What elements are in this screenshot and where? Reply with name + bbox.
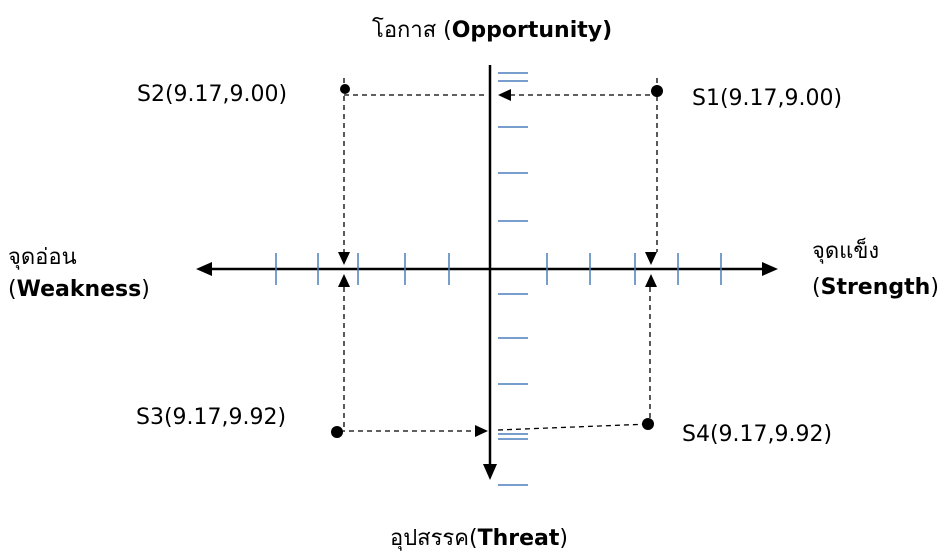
bottom-axis-open: ( <box>468 526 478 551</box>
point-s3-label: S3(9.17,9.92) <box>136 405 287 430</box>
bottom-axis-thai: อุปสรรค <box>390 526 469 551</box>
bottom-axis-arrowhead <box>483 464 497 480</box>
left-axis-english: Weakness <box>16 277 142 302</box>
bottom-axis-label: อุปสรรค(Threat) <box>390 526 568 552</box>
right-axis-label: จุดแข็ง (Strength) <box>812 239 939 301</box>
left-axis-open: ( <box>8 277 17 302</box>
vertical-ticks <box>498 72 528 486</box>
left-axis-label: จุดอ่อน (Weakness) <box>8 245 150 303</box>
top-axis-label: โอกาส (Opportunity) <box>372 18 612 44</box>
left-axis-thai: จุดอ่อน <box>8 245 77 270</box>
point-s1-label: S1(9.17,9.00) <box>692 86 843 111</box>
horizontal-ticks <box>275 253 722 285</box>
point-s3-marker <box>331 426 343 438</box>
top-axis-open: ( <box>436 18 452 43</box>
bottom-axis-close: ) <box>559 526 568 551</box>
point-s4-marker <box>642 418 654 430</box>
top-axis-english: Opportunity) <box>451 18 613 43</box>
right-axis-thai: จุดแข็ง <box>812 239 880 264</box>
point-s2-label: S2(9.17,9.00) <box>137 82 288 107</box>
left-axis-arrowhead <box>196 262 212 276</box>
guide-arrowheads <box>338 89 657 437</box>
dashed-guides <box>340 78 658 432</box>
right-axis-arrowhead <box>762 262 778 276</box>
left-axis-close: ) <box>141 277 150 302</box>
point-s4-label: S4(9.17,9.92) <box>682 422 833 447</box>
right-axis-open: ( <box>812 275 821 300</box>
top-axis-thai: โอกาส <box>372 18 437 43</box>
bottom-axis-english: Threat <box>477 526 560 551</box>
point-s1-marker <box>651 85 663 97</box>
point-s2-marker <box>340 84 350 94</box>
right-axis-close: ) <box>930 275 939 300</box>
right-axis-english: Strength <box>820 275 931 300</box>
